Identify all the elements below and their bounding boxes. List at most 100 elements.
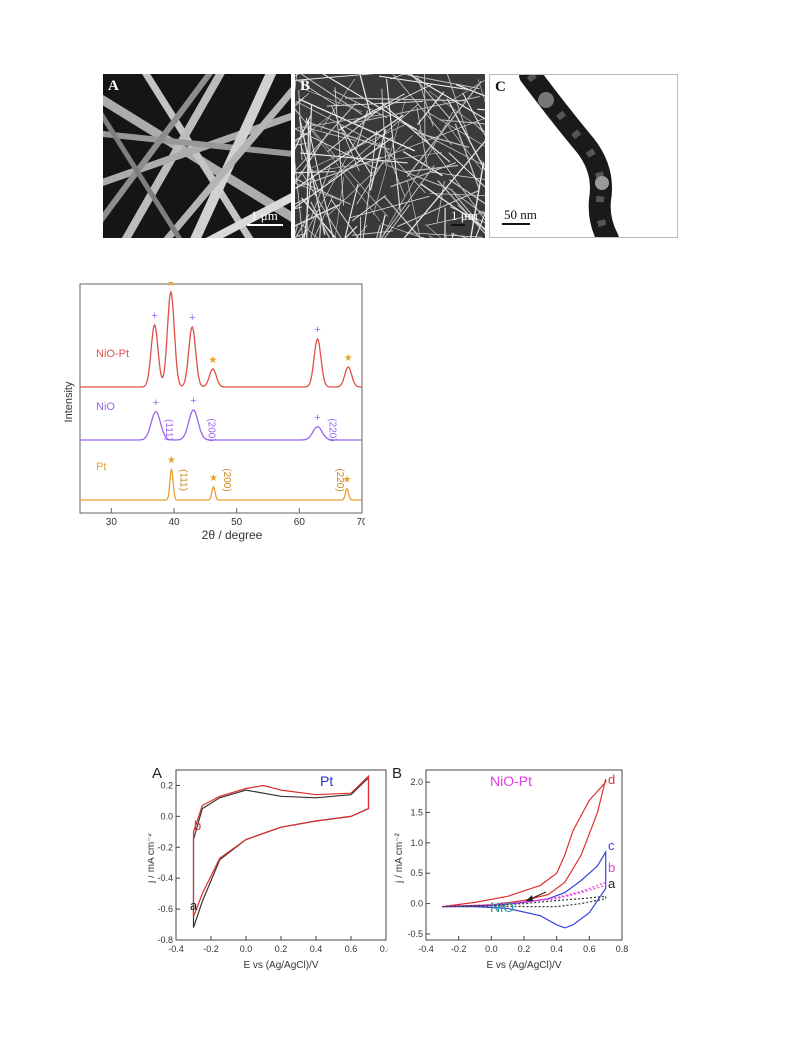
cv-series-line (442, 849, 607, 929)
micrograph-b-scale: 1 μm (451, 208, 478, 223)
fiber (326, 135, 413, 217)
xrd-ylabel: Intensity (63, 381, 75, 422)
xrd-peak-marker: ★ (342, 475, 351, 486)
cv-b-xlabel: E vs (Ag/AgCl)/V (486, 960, 561, 971)
fiber (376, 117, 485, 161)
cv-xtick-label: -0.4 (168, 944, 184, 954)
cv-a-label-a: a (190, 898, 198, 913)
fiber (295, 197, 309, 205)
cv-ytick-label: -0.6 (157, 904, 173, 914)
fiber (400, 121, 485, 167)
xrd-plot-frame (79, 283, 363, 514)
xrd-hkl-annotation: (111) (163, 419, 174, 441)
cv-xtick-label: 0.6 (583, 944, 596, 954)
fiber (338, 93, 405, 131)
cv-a-title: Pt (320, 773, 333, 789)
fiber (350, 195, 430, 219)
fiber (303, 88, 363, 113)
cv-series-line (442, 895, 607, 908)
xrd-series-label: NiO-Pt (96, 348, 129, 360)
cv-a-panel-label: A (152, 765, 162, 782)
xrd-series-line (80, 468, 362, 501)
cv-ytick-label: 0.0 (160, 811, 173, 821)
cv-chart-a: A -0.4-0.20.00.20.40.60.80.20.0-0.2-0.4-… (148, 765, 388, 971)
cv-b-label-nio: NiO (490, 899, 514, 915)
fiber (295, 102, 357, 172)
fiber (403, 140, 485, 238)
cv-ytick-label: -0.2 (157, 842, 173, 852)
fiber (453, 193, 485, 232)
cv-ytick-label: 1.0 (410, 838, 423, 848)
fiber (295, 160, 304, 238)
fiber (410, 74, 451, 119)
fiber (381, 223, 424, 238)
fiber (295, 74, 298, 92)
fiber (417, 91, 445, 125)
fiber (446, 74, 471, 143)
fiber (328, 103, 419, 183)
cv-xtick-label: 0.4 (310, 944, 323, 954)
cv-xtick-label: 0.2 (275, 944, 288, 954)
cv-b-label-a: a (608, 876, 616, 891)
fiber (386, 78, 401, 212)
micrograph-a-image (103, 74, 291, 238)
fiber (455, 83, 485, 97)
cv-b-label-c: c (608, 838, 615, 853)
fiber (448, 152, 485, 188)
cv-ytick-label: 1.5 (410, 808, 423, 818)
fiber (470, 162, 485, 238)
micrograph-b-scalebar (451, 224, 465, 226)
fiber (341, 83, 433, 129)
fiber (296, 79, 336, 106)
fiber (326, 101, 424, 107)
fiber (334, 87, 345, 206)
micrograph-b-image (295, 74, 485, 238)
xrd-peak-marker: + (153, 397, 159, 409)
xrd-xlabel: 2θ / degree (202, 528, 263, 542)
xrd-hkl-annotation: (111) (177, 469, 188, 491)
fiber (477, 78, 485, 103)
fiber (451, 190, 485, 216)
cv-b-arrowhead (526, 895, 533, 901)
fiber (382, 142, 406, 197)
cv-xtick-label: 0.4 (550, 944, 563, 954)
xrd-series-label: NiO (96, 401, 115, 413)
fiber (302, 135, 359, 238)
fiber (351, 195, 386, 222)
cv-a-ylabel: j / mA cm⁻² (148, 832, 157, 883)
fiber (439, 119, 485, 125)
fiber (321, 74, 418, 131)
micrograph-c: C 50 nm (489, 74, 678, 238)
micrograph-a-label: A (108, 78, 119, 94)
cv-b-frame (425, 769, 623, 941)
xrd-series-label: Pt (96, 461, 106, 473)
xrd-peak-marker: ★ (209, 473, 218, 484)
fiber (381, 165, 435, 238)
xrd-peak-marker: ★ (167, 455, 176, 466)
fiber (384, 196, 422, 238)
fiber (298, 116, 326, 235)
cv-b-title: NiO-Pt (490, 773, 532, 789)
xrd-peak-marker: ★ (344, 353, 353, 364)
cv-a-xlabel: E vs (Ag/AgCl)/V (243, 960, 318, 971)
cv-ytick-label: -0.4 (157, 873, 173, 883)
xrd-peak-marker: + (189, 312, 195, 324)
cv-xtick-label: 0.8 (380, 944, 388, 954)
fiber (400, 74, 480, 90)
xrd-peak-marker: + (314, 324, 320, 336)
fiber (309, 123, 408, 170)
fiber (446, 98, 485, 172)
fiber (381, 88, 387, 166)
cv-xtick-label: -0.2 (203, 944, 219, 954)
fiber (437, 180, 485, 235)
fiber (295, 133, 328, 184)
fiber (407, 74, 485, 120)
fiber (444, 207, 446, 238)
fiber (418, 129, 485, 221)
fiber (475, 124, 485, 135)
xrd-peak-marker: + (314, 412, 320, 424)
fiber (295, 115, 312, 150)
cv-xtick-label: 0.0 (240, 944, 253, 954)
cv-ytick-label: -0.8 (157, 935, 173, 945)
fiber (295, 114, 384, 129)
